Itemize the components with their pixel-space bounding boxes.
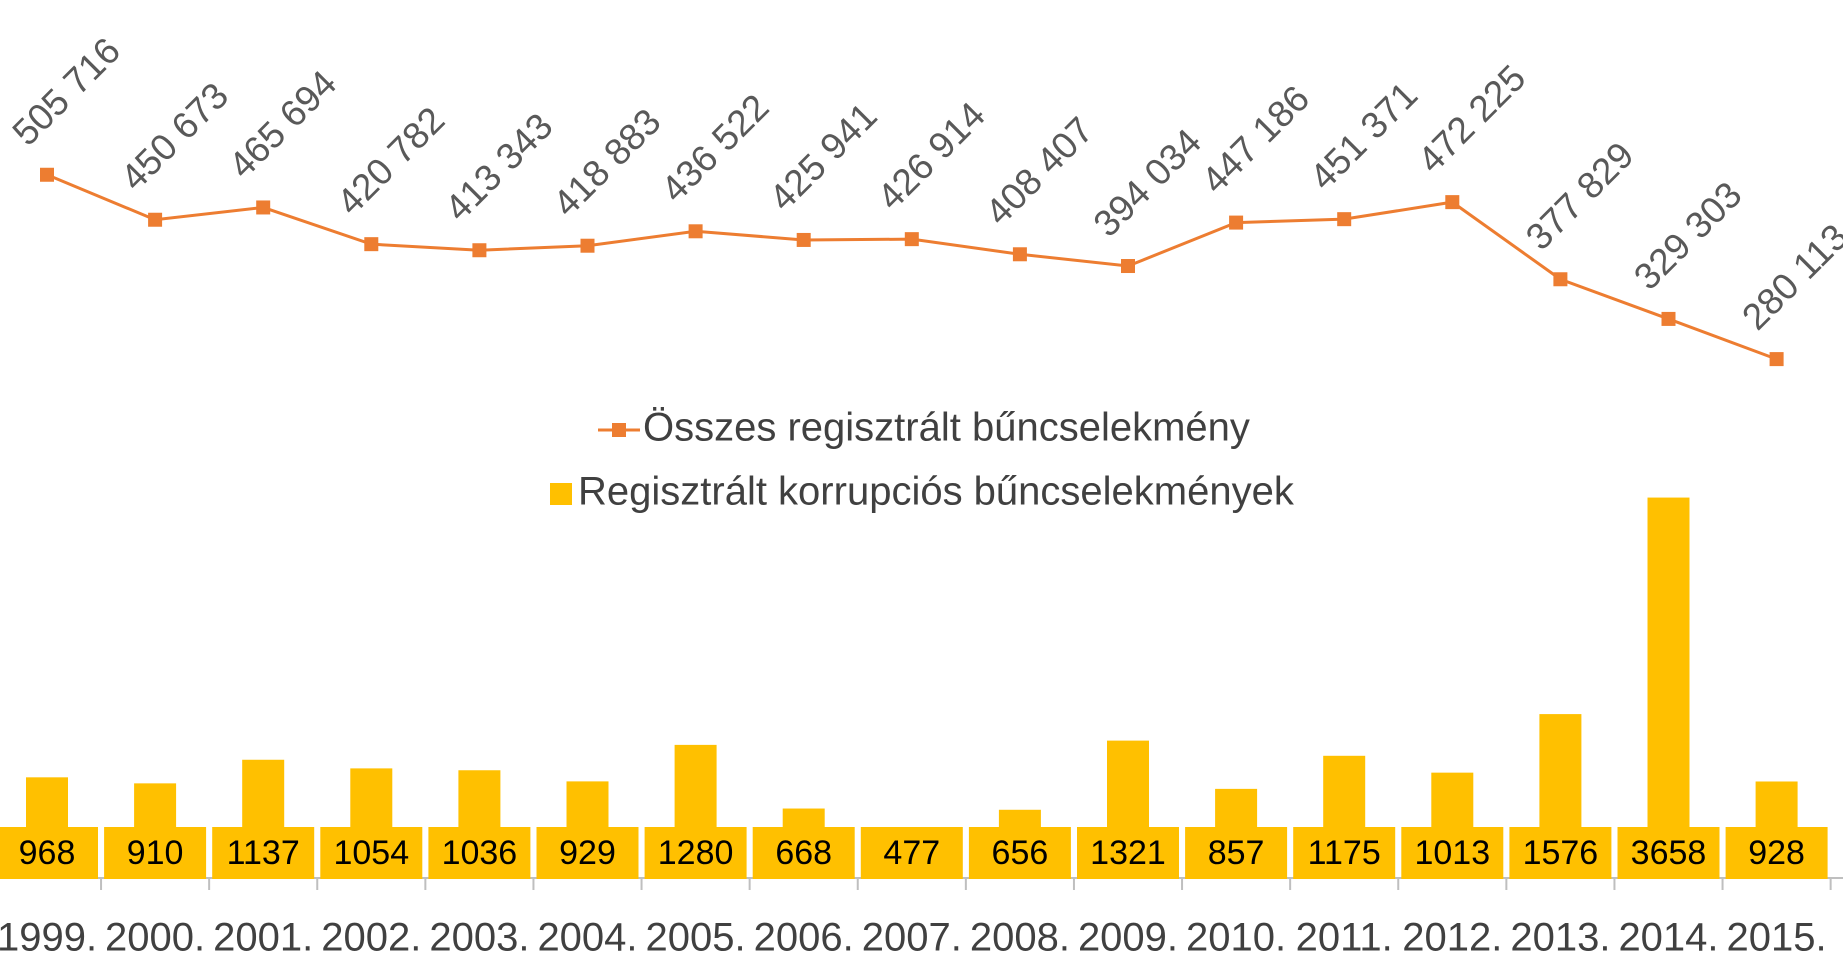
bar-label-box xyxy=(968,827,1071,879)
line-value-label: 465 694 xyxy=(221,62,345,186)
line-value-label: 447 186 xyxy=(1194,78,1318,202)
line-value-label: 418 883 xyxy=(545,101,669,225)
line-marker xyxy=(148,212,163,227)
bar-label-box xyxy=(536,827,639,879)
bar-label: 928 xyxy=(1748,834,1805,872)
line-marker xyxy=(1337,212,1352,227)
line-marker xyxy=(904,232,919,247)
bar-label-box xyxy=(1077,827,1179,879)
line-value-label: 426 914 xyxy=(869,94,993,218)
line-value-label: 505 716 xyxy=(5,30,129,154)
bar-label-box xyxy=(1509,827,1612,879)
line-value-label: 408 407 xyxy=(977,109,1101,233)
line-value-label: 472 225 xyxy=(1410,57,1534,181)
line-marker xyxy=(1769,352,1784,367)
x-tick-label: 2014. xyxy=(1618,916,1718,955)
legend-label: Összes regisztrált bűncselekmény xyxy=(643,406,1250,450)
bar-label-box xyxy=(752,827,855,879)
bar-label: 1280 xyxy=(658,834,734,872)
x-tick-label: 2010. xyxy=(1186,916,1286,955)
bar-label: 968 xyxy=(19,834,76,872)
line-value-label: 280 113 xyxy=(1734,216,1843,338)
x-tick-label: 2013. xyxy=(1510,916,1610,955)
line-value-label: 329 303 xyxy=(1626,174,1750,298)
x-tick-label: 2011. xyxy=(1296,916,1393,955)
x-tick-label: 2005. xyxy=(646,916,746,955)
bar-label: 1321 xyxy=(1090,834,1166,872)
line-marker xyxy=(1012,247,1027,262)
x-tick-label: 2000. xyxy=(105,916,205,955)
line-marker xyxy=(364,237,379,252)
x-tick-label: 2002. xyxy=(321,916,421,955)
line-marker xyxy=(796,232,811,247)
bar-label: 1576 xyxy=(1523,834,1599,872)
x-tick-label: 2001. xyxy=(213,916,313,955)
bar-label-box xyxy=(1185,827,1288,879)
bar xyxy=(1647,497,1690,878)
bar-label-box xyxy=(0,827,98,879)
line-marker xyxy=(40,167,54,182)
line-marker xyxy=(1229,215,1244,230)
bar-label: 1137 xyxy=(227,834,300,872)
bar-label-box xyxy=(1293,827,1396,879)
line-value-label: 425 941 xyxy=(761,95,885,219)
bar-label: 910 xyxy=(127,834,184,872)
bar-label: 929 xyxy=(559,834,616,872)
legend-label: Regisztrált korrupciós bűncselekmények xyxy=(578,470,1295,514)
line-marker xyxy=(688,224,703,239)
line-value-label: 451 371 xyxy=(1302,74,1426,198)
bar-label: 1036 xyxy=(442,834,518,872)
x-tick-label: 2004. xyxy=(537,916,637,955)
line-value-label: 436 522 xyxy=(653,86,777,210)
line-value-label: 413 343 xyxy=(437,105,561,229)
line-marker xyxy=(472,243,487,258)
bar-label: 1175 xyxy=(1308,834,1381,872)
x-tick-label: 2008. xyxy=(970,916,1070,955)
x-tick-label: 2003. xyxy=(429,916,529,955)
bar-label: 477 xyxy=(883,834,940,872)
bar-label: 1013 xyxy=(1414,834,1490,872)
bar-label-box xyxy=(1617,827,1720,879)
line-value-label: 377 829 xyxy=(1518,134,1642,258)
x-tick-label: 2015. xyxy=(1727,916,1827,955)
bar-label: 656 xyxy=(992,834,1049,872)
x-tick-label: 2007. xyxy=(862,916,962,955)
bar-label-box xyxy=(320,827,423,879)
line-value-label: 450 673 xyxy=(113,75,237,199)
x-tick-label: 2009. xyxy=(1078,916,1178,955)
line-marker xyxy=(1445,195,1460,210)
bar-label-box xyxy=(860,827,963,879)
bar-label-box xyxy=(212,827,315,879)
legend-marker xyxy=(550,483,572,505)
x-tick-label: 1999. xyxy=(0,916,97,955)
line-marker xyxy=(1121,259,1135,274)
line-marker xyxy=(1553,272,1568,287)
line-value-label: 394 034 xyxy=(1086,121,1210,245)
line-marker xyxy=(256,200,271,215)
bar-label: 1054 xyxy=(333,834,409,872)
line-marker xyxy=(580,238,595,253)
bar-label-box xyxy=(1725,827,1828,879)
bar-label: 857 xyxy=(1208,834,1265,872)
line-marker xyxy=(1661,311,1676,326)
legend-marker xyxy=(612,423,626,437)
x-tick-label: 2006. xyxy=(754,916,854,955)
bar-label: 3658 xyxy=(1631,834,1707,872)
bar-label-box xyxy=(104,827,207,879)
x-tick-label: 2012. xyxy=(1402,916,1502,955)
bar-label-box xyxy=(644,827,747,879)
line-value-label: 420 782 xyxy=(329,99,453,223)
bar-label: 668 xyxy=(775,834,832,872)
bar-label-box xyxy=(1401,827,1504,879)
bar-label-box xyxy=(428,827,531,879)
